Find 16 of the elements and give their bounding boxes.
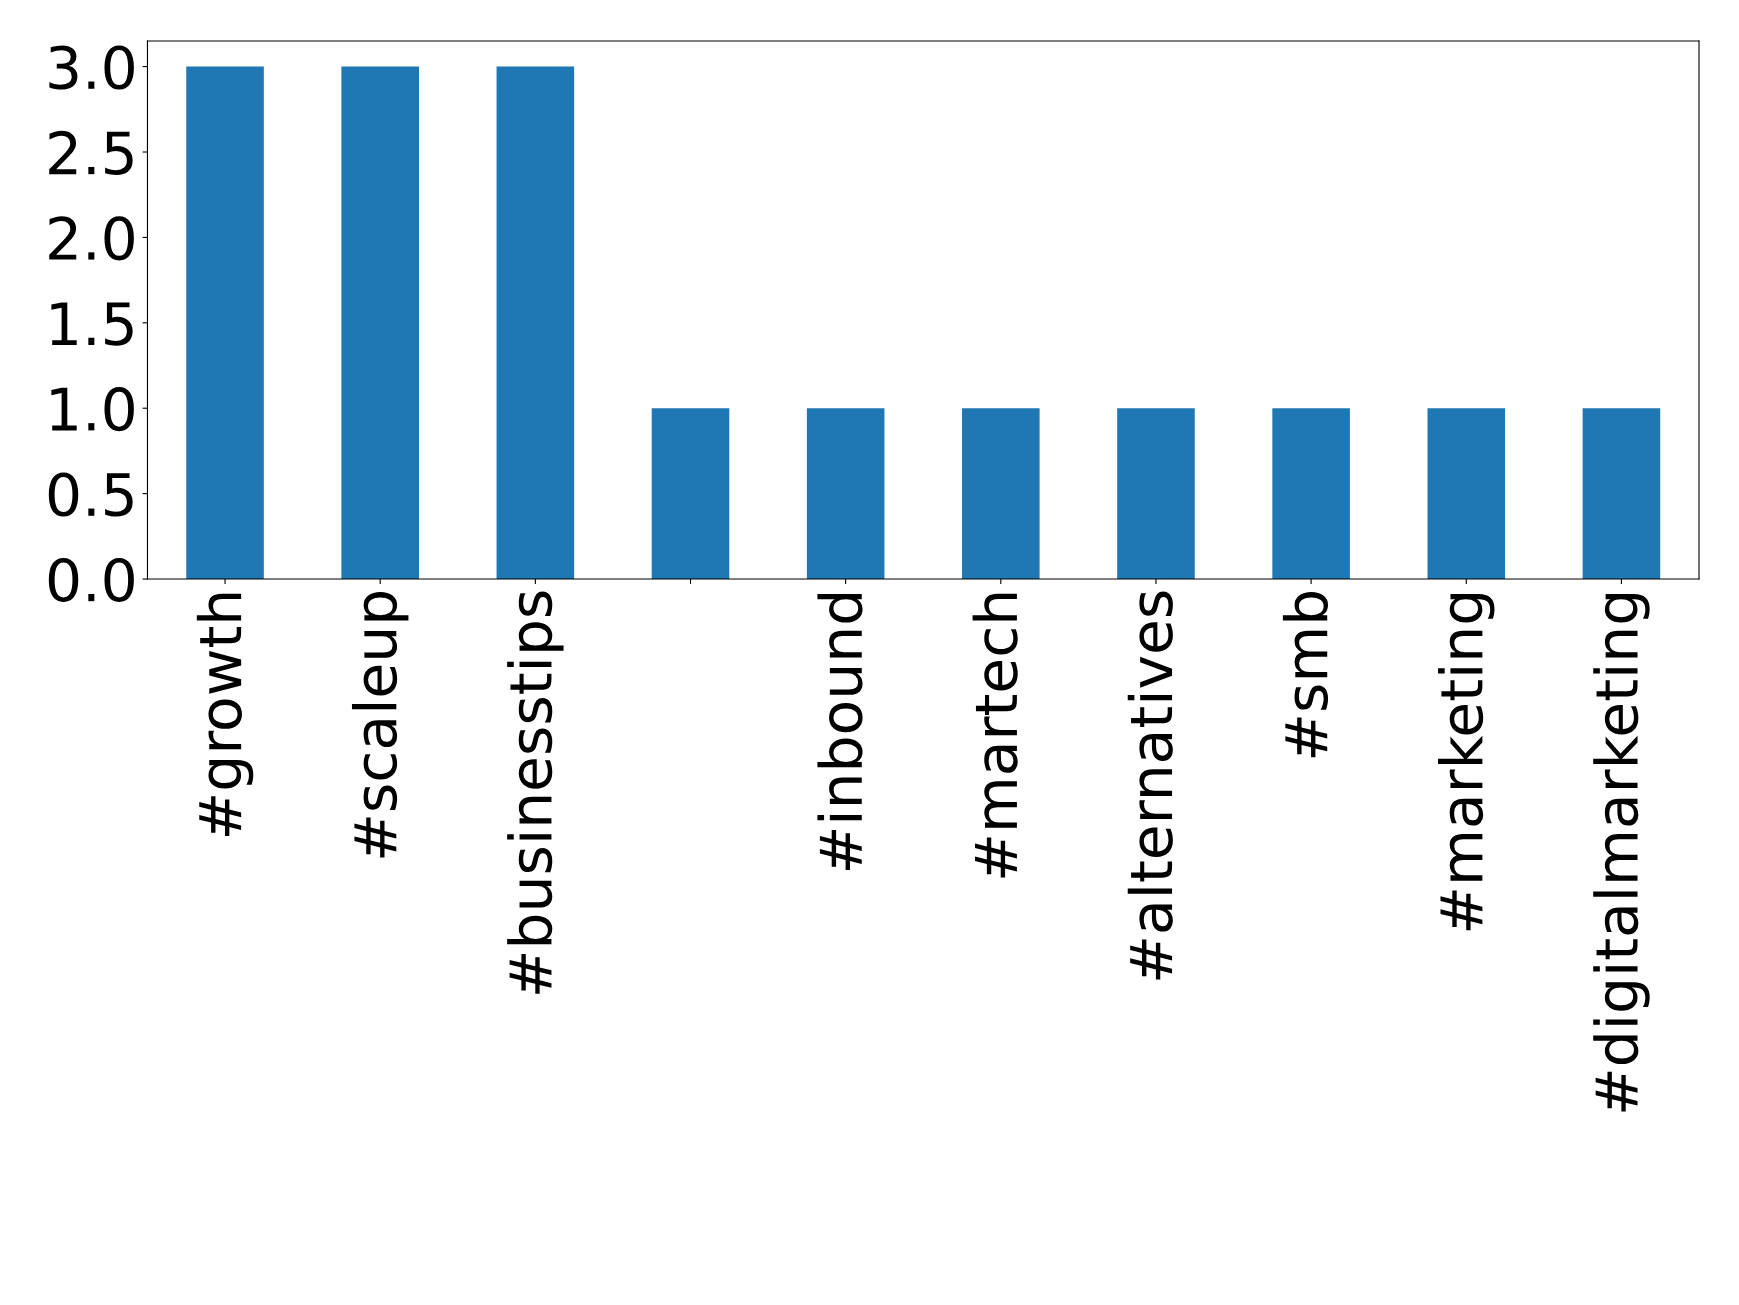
y-tick-label: 2.5	[49, 130, 133, 175]
x-tick-label: #scaleup	[351, 591, 409, 858]
x-tick-label: #growth	[196, 593, 254, 837]
x-tick-label: #alternatives	[1127, 591, 1173, 980]
x-tick-label: #martech	[972, 593, 1018, 878]
x-tick-label: #digitalmarketing	[1593, 594, 1650, 1112]
y-tick-label: 1.5	[51, 302, 133, 346]
y-tick-label: 0.5	[48, 472, 133, 517]
x-tick-label: #businesstips	[507, 591, 564, 994]
x-tick-label: #smb	[1282, 591, 1329, 758]
x-tick-label: #inbound	[817, 594, 863, 870]
y-tick-label: 1.0	[51, 387, 134, 432]
y-tick-label: 0.0	[48, 557, 134, 603]
x-tick-label: #marketing	[1438, 594, 1495, 931]
y-tick-label: 3.0	[49, 45, 134, 90]
y-tick-label: 2.0	[49, 216, 134, 261]
